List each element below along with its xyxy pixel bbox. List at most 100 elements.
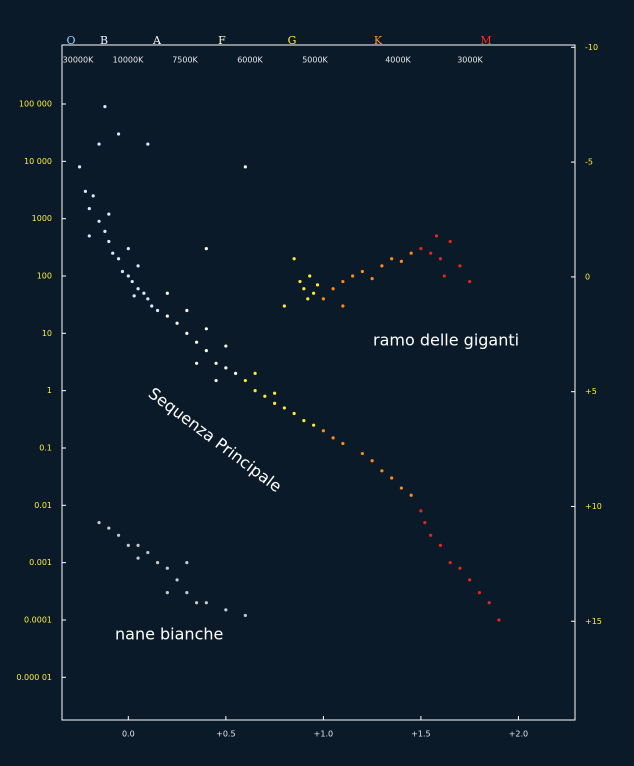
star [107,239,111,244]
y2-tick-label: -10 [585,43,598,52]
star [448,239,452,244]
star [321,429,325,433]
y-tick-label: 10 000 [24,157,52,166]
star [419,509,423,513]
star [120,269,125,274]
star [253,389,257,393]
y2-tick-label: 0 [585,272,590,281]
star [97,219,101,223]
star [370,459,374,463]
star [399,259,403,263]
x-tick-label: 0.0 [122,730,135,739]
y-tick-label: 0.001 [29,558,52,567]
star [477,591,482,595]
star [165,314,169,318]
star [423,520,427,525]
star [136,543,140,547]
star [185,591,189,595]
x-tick-label: +1.5 [411,730,430,739]
y-tick-label: 10 [42,329,52,338]
star [130,279,134,284]
star [434,234,439,238]
y2-tick-label: +5 [585,387,597,396]
star [399,486,403,490]
spectral-class: M [480,34,491,47]
star [194,361,199,365]
star [126,543,130,547]
star [107,526,111,530]
star [360,451,364,456]
star [438,543,443,547]
star [87,206,91,211]
y2-tick-label: -5 [585,158,593,167]
star [292,257,296,261]
spectral-class: B [100,34,108,47]
star [185,331,189,335]
temperature-label: 7500K [172,56,198,65]
star [282,406,286,410]
temperature-label: 3000K [457,56,483,65]
star [165,566,169,570]
star [308,274,312,278]
star [111,251,115,255]
temperature-label: 5000K [302,56,328,65]
star [224,366,228,370]
star [146,297,150,301]
spectral-class: F [218,34,226,47]
star [487,601,491,605]
temperature-label: 4000K [385,56,411,65]
star [253,371,257,376]
x-tick-label: +2.0 [509,730,528,739]
star [263,394,267,398]
star [243,165,247,169]
star [458,566,462,570]
y-tick-label: 0.000 01 [16,673,52,682]
star [341,304,345,308]
star [175,321,179,325]
star [331,287,335,291]
star [442,274,446,278]
star [155,561,160,565]
star [331,436,335,440]
star [126,247,130,251]
spectral-class: O [66,34,75,47]
star [204,601,208,605]
star [214,361,218,365]
annotation: Sequenza Principale [145,384,285,496]
star [380,469,384,473]
star [243,613,247,618]
star [243,378,247,383]
y-tick-label: 1000 [32,214,52,223]
star [282,304,286,308]
x-tick-label: +0.5 [216,730,235,739]
plot-frame [61,44,576,721]
star [87,234,91,238]
star [273,401,277,405]
y-tick-label: 0.0001 [24,615,52,624]
star [458,264,462,268]
star [468,279,472,284]
annotation: nane bianche [115,625,223,644]
star [273,391,277,395]
star [468,578,472,582]
star [438,257,443,261]
star [409,251,413,255]
star [142,291,146,295]
temperature-label: 10000K [113,56,144,65]
star [97,520,101,525]
star [136,556,140,560]
star [360,269,364,274]
star [185,561,189,565]
star [165,591,169,595]
star [175,578,179,582]
star [306,297,310,301]
star [150,304,154,308]
star [77,165,82,169]
star [136,287,140,291]
star [204,327,208,331]
star [194,601,199,605]
star [194,340,199,344]
star [234,371,238,376]
star [107,212,111,216]
star [132,294,136,298]
